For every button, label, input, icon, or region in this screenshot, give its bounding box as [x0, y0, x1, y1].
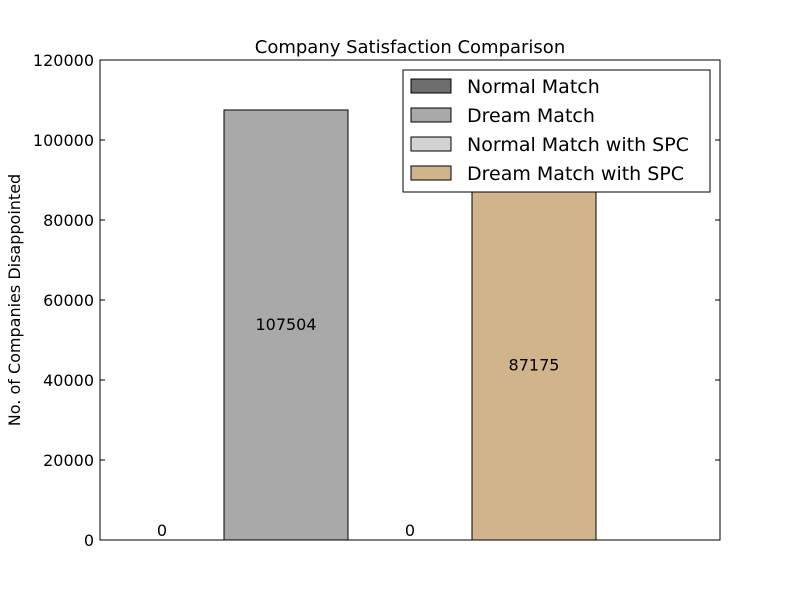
bars: 0 107504 0 87175 — [157, 109, 597, 541]
y-axis-label: No. of Companies Disappointed — [5, 174, 24, 426]
bar-value-label: 0 — [157, 521, 167, 540]
bar-value-label: 0 — [405, 521, 415, 540]
plot-frame — [99, 59, 721, 541]
y-tick-label: 100000 — [33, 131, 94, 150]
legend-swatch — [410, 78, 452, 94]
legend-swatch — [410, 165, 452, 181]
y-axis-ticks: 0 20000 40000 60000 80000 100000 120000 — [33, 51, 720, 550]
legend-swatch — [410, 107, 452, 123]
legend-label: Normal Match with SPC — [467, 134, 689, 156]
legend-label: Dream Match with SPC — [467, 163, 684, 185]
chart-title: Company Satisfaction Comparison — [255, 37, 565, 58]
legend: Normal Match Dream Match Normal Match with… — [402, 69, 711, 193]
legend-label: Normal Match — [467, 76, 600, 98]
legend-swatch — [410, 136, 452, 152]
y-tick-label: 0 — [84, 531, 94, 550]
y-tick-label: 40000 — [43, 371, 94, 390]
bar-value-label: 107504 — [255, 315, 316, 334]
y-tick-label: 60000 — [43, 291, 94, 310]
y-tick-label: 80000 — [43, 211, 94, 230]
y-tick-label: 120000 — [33, 51, 94, 70]
y-tick-label: 20000 — [43, 451, 94, 470]
bar-value-label: 87175 — [509, 356, 560, 375]
bar-dream-match-with-spc — [471, 190, 597, 541]
legend-label: Dream Match — [467, 105, 595, 127]
legend-box — [402, 69, 711, 193]
bar-dream-match — [223, 109, 349, 541]
